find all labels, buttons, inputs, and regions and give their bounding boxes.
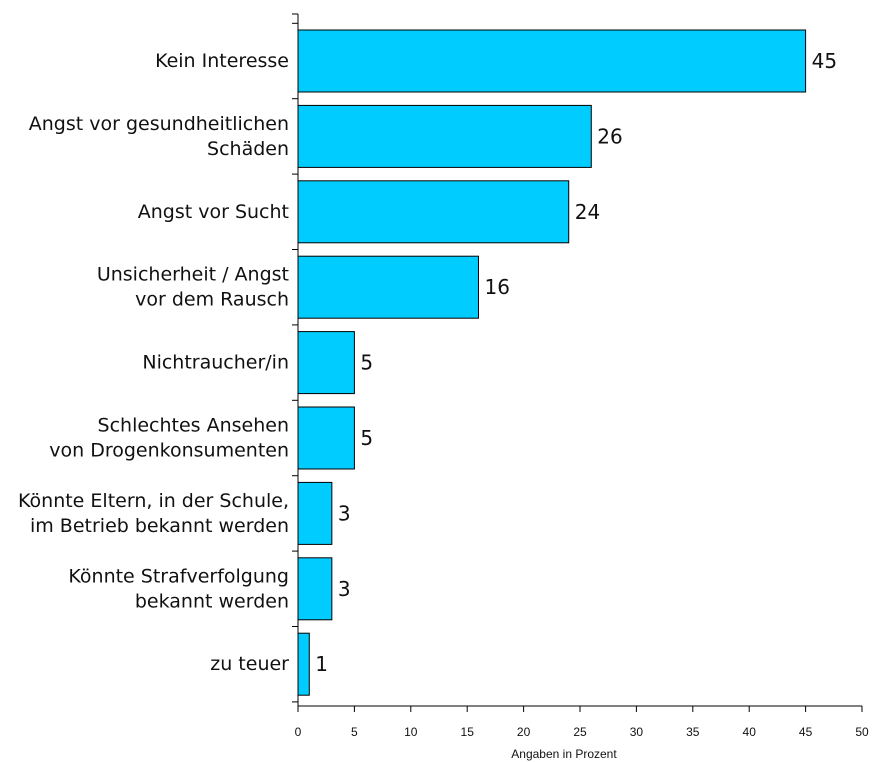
x-tick-label: 35 [686,725,700,739]
axes-layer [292,13,863,712]
x-tick-label: 20 [517,725,531,739]
category-label: von Drogenkonsumenten [49,440,289,462]
bars-layer [297,29,807,696]
x-tick-label: 5 [351,725,358,739]
bar-value-label: 5 [360,351,373,375]
bar [297,29,807,93]
bar-value-label: 45 [812,49,837,73]
bar-value-label: 24 [575,200,600,224]
x-tick-label: 25 [573,725,587,739]
bar [297,481,333,545]
category-label: zu teuer [210,653,289,675]
x-tick-label: 45 [799,725,813,739]
category-label: Angst vor gesundheitlichen [29,113,289,135]
bar [297,406,355,470]
category-label: im Betrieb bekannt werden [30,515,289,537]
category-label: Angst vor Sucht [138,201,289,223]
x-tick-label: 15 [461,725,475,739]
bar-value-label: 26 [597,124,622,148]
bar [297,632,310,696]
category-label: Kein Interesse [155,50,289,72]
bar [297,180,570,244]
bar [297,104,592,168]
bar-value-label: 3 [338,577,351,601]
x-tick-label: 40 [743,725,757,739]
category-label: Könnte Strafverfolgung [68,565,289,587]
category-label: Schäden [207,138,289,160]
bar-value-label: 3 [338,501,351,525]
category-label: Könnte Eltern, in der Schule, [18,490,289,512]
x-tick-label: 50 [855,725,869,739]
bar [297,255,479,319]
bar-value-label: 16 [484,275,509,299]
category-label: Unsicherheit / Angst [97,264,289,286]
x-tick-label: 0 [295,725,302,739]
bar-value-label: 1 [315,652,328,676]
category-label: Schlechtes Ansehen [98,415,289,437]
x-axis-title: Angaben in Prozent [511,747,617,761]
x-tick-label: 10 [404,725,418,739]
category-label: vor dem Rausch [135,289,289,311]
category-label: bekannt werden [135,590,289,612]
bar [297,331,355,395]
x-tick-label: 30 [630,725,644,739]
bar-value-label: 5 [360,426,373,450]
category-label: Nichtraucher/in [142,352,289,374]
bar [297,557,333,621]
